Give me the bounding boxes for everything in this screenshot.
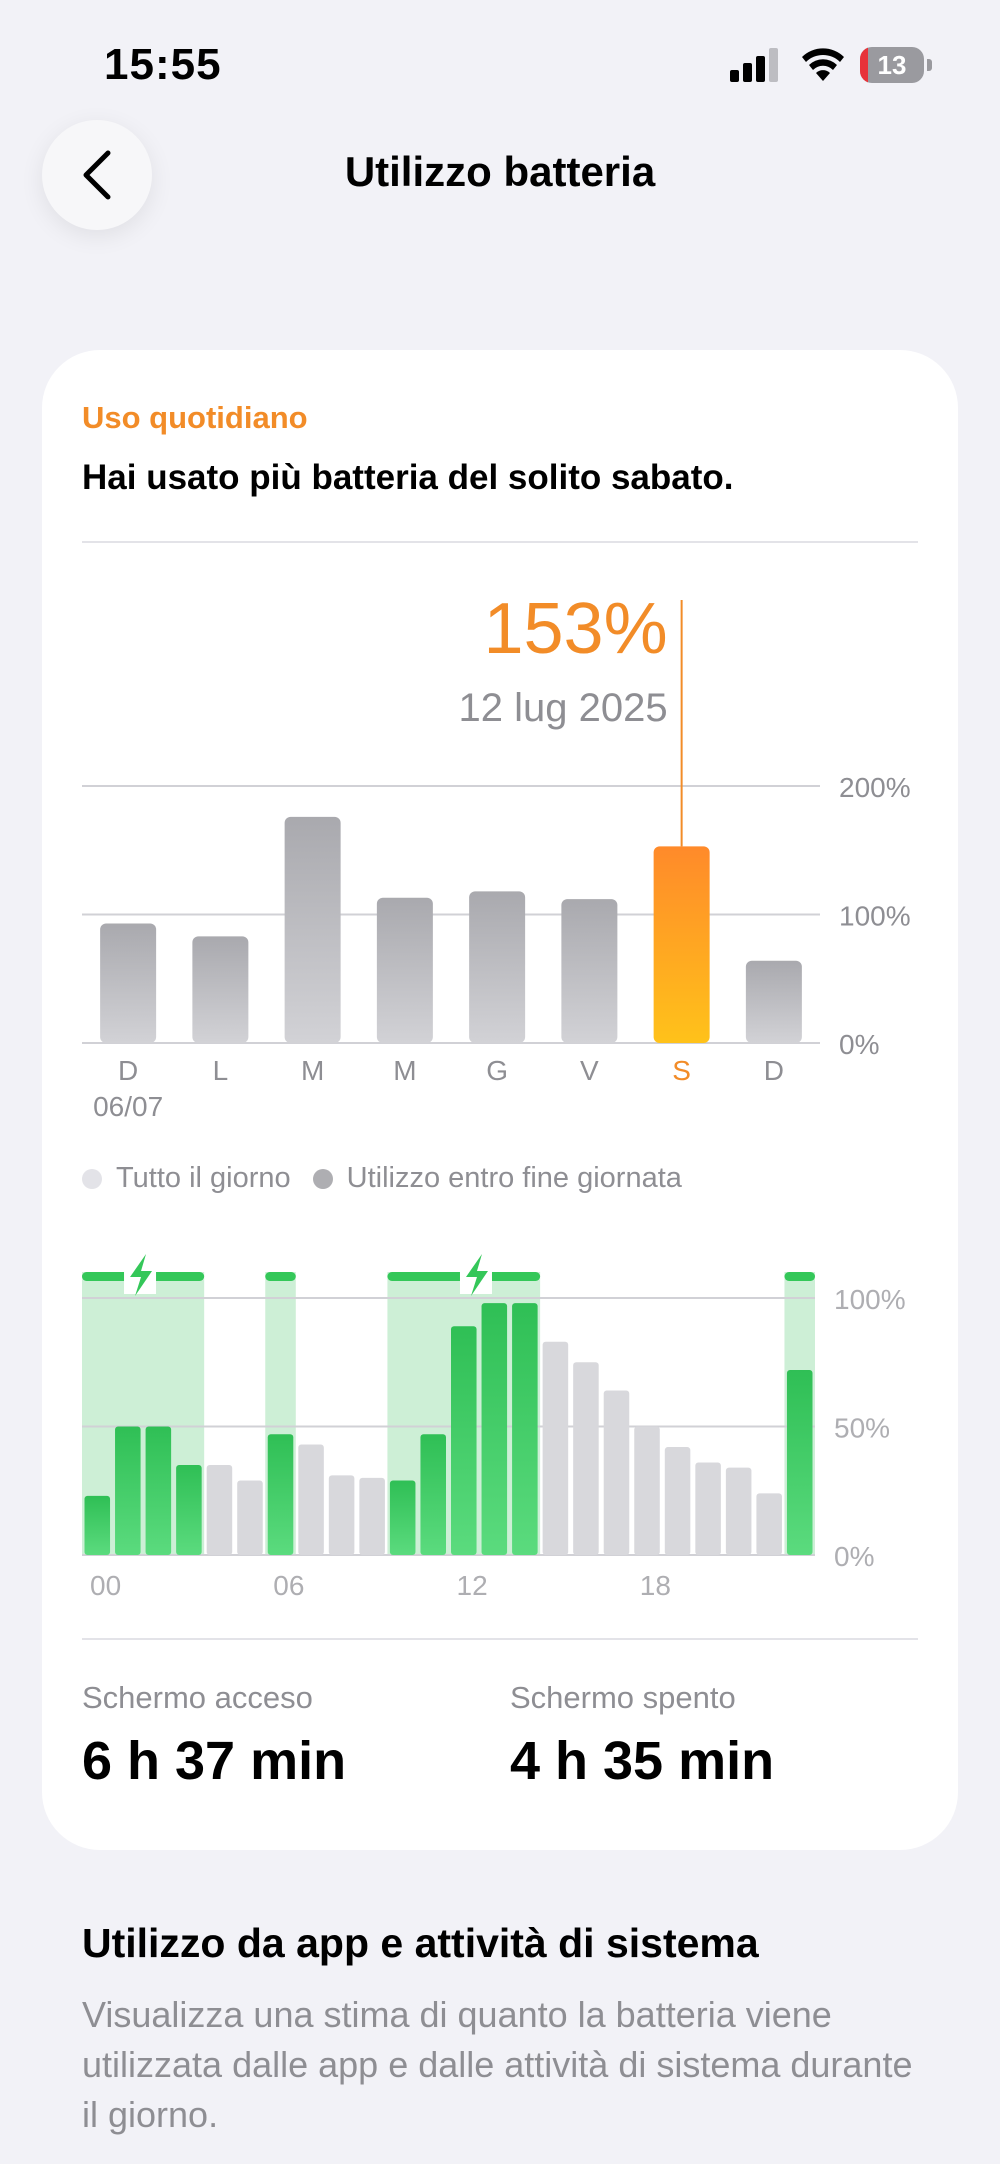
y-tick-label: 200% [839,772,911,803]
charging-indicator [265,1272,296,1281]
x-tick-label: 18 [640,1570,671,1601]
day-bar [561,899,618,1043]
hour-bar [664,1447,691,1555]
hour-bar [84,1495,111,1555]
screen-off-value: 4 h 35 min [510,1731,775,1791]
hour-bar [573,1362,599,1555]
legend-item-all-day: Tutto il giorno [82,1162,291,1195]
x-tick-label: V [580,1055,599,1086]
highlight-value: 153% [483,589,667,669]
x-tick-label: 06 [273,1570,304,1601]
y-tick-label: 100% [839,901,911,932]
hour-bar [267,1434,294,1555]
section-title: Utilizzo da app e attività di sistema [82,1920,759,1966]
hour-bar [542,1341,569,1555]
screen-off-label: Schermo spento [510,1680,736,1715]
hour-bar [298,1444,324,1555]
screen-off-stat: Schermo spento 4 h 35 min [510,1680,774,1792]
hour-bar [206,1465,233,1555]
day-bar [284,816,341,1043]
legend-dot [312,1168,333,1189]
hour-bar [389,1480,416,1555]
legend-label: Tutto il giorno [116,1162,291,1194]
y-tick-label: 0% [839,1029,879,1060]
x-tick-label: L [213,1055,229,1086]
screen-on-stat: Schermo acceso 6 h 37 min [82,1680,346,1792]
charging-indicator [784,1272,815,1281]
status-time: 15:55 [104,40,222,89]
day-bar [469,891,526,1043]
x-tick-label: 00 [90,1570,121,1601]
charging-bolt-icon [130,1254,153,1296]
hour-bar [481,1303,508,1555]
hour-bar [176,1465,202,1555]
highlight-date: 12 lug 2025 [459,686,668,730]
battery-level: 13 [877,50,907,80]
divider [82,1638,918,1640]
y-tick-label: 0% [834,1541,874,1572]
day-bar [653,846,710,1043]
x-tick-label: D [764,1055,784,1086]
hour-bar [603,1390,630,1555]
x-tick-sublabel: 06/07 [93,1091,163,1122]
day-bar [745,960,802,1043]
hour-bar [115,1426,141,1555]
legend-dot [82,1168,102,1189]
page-title: Utilizzo batteria [344,148,656,195]
x-tick-label: S [672,1055,691,1086]
hour-bar [451,1326,477,1555]
x-tick-label: M [301,1055,324,1086]
chart-legend: Tutto il giorno Utilizzo entro fine gior… [82,1162,704,1195]
hour-bar [725,1467,752,1555]
charging-bolt-icon [465,1254,488,1296]
screen-on-value: 6 h 37 min [82,1731,347,1791]
hour-bar [512,1303,538,1555]
hour-bar [420,1434,446,1555]
status-bar: 15:55 13 [0,0,1000,130]
hour-bar [328,1475,355,1555]
hourly-battery-chart[interactable]: 0% 50% 100% 00 06 12 18 [42,350,958,1650]
hour-bar [756,1493,782,1555]
day-bar [376,897,433,1043]
hour-bar [237,1480,263,1555]
section-description: Visualizza una stima di quanto la batter… [82,1994,913,2135]
back-button[interactable] [42,120,152,230]
x-tick-label: 12 [457,1570,488,1601]
battery-icon: 13 [860,47,934,85]
hour-bar [695,1462,721,1555]
daily-usage-card: Uso quotidiano Hai usato più batteria de… [42,350,958,1850]
chevron-left-icon [83,150,111,200]
day-bar [192,936,249,1043]
x-tick-label: G [486,1055,508,1086]
day-bar [100,923,157,1043]
hour-bar [359,1477,385,1555]
card-kicker: Uso quotidiano [82,400,308,435]
y-tick-label: 50% [834,1413,890,1444]
hour-bar [145,1426,172,1555]
hour-bar [786,1369,813,1555]
cellular-signal-icon [730,48,778,82]
card-headline: Hai usato più batteria del solito sabato… [82,458,734,497]
daily-battery-chart[interactable]: 0% 100% 200% D 06/07 L M M G V S 153% 12 lug 2025 D [42,350,958,1150]
divider [82,541,918,543]
x-tick-label: D [118,1055,138,1086]
y-tick-label: 100% [834,1284,906,1315]
legend-item-end-of-day: Utilizzo entro fine giornata [312,1162,682,1195]
hour-bar [634,1426,660,1555]
wifi-icon [802,48,844,81]
x-tick-label: M [393,1055,416,1086]
legend-label: Utilizzo entro fine giornata [346,1162,682,1194]
screen-on-label: Schermo acceso [82,1680,313,1715]
